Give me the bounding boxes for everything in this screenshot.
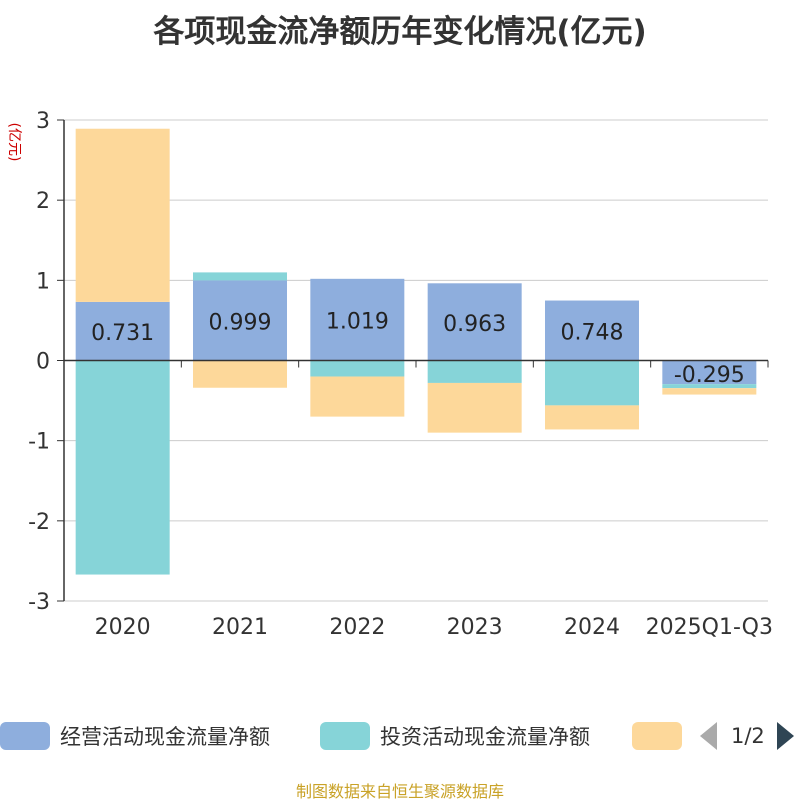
x-tick-label: 2021 bbox=[212, 615, 268, 640]
pager-next-icon[interactable] bbox=[776, 722, 794, 750]
data-label: -0.295 bbox=[674, 363, 745, 388]
bar-financing bbox=[662, 388, 757, 395]
y-axis-label: (亿元) bbox=[6, 123, 22, 162]
pager-page-indicator: 1/2 bbox=[731, 724, 765, 748]
bar-investing bbox=[427, 360, 522, 383]
data-label: 0.999 bbox=[209, 310, 272, 335]
legend-item-financing[interactable] bbox=[632, 716, 682, 756]
bar-operating bbox=[662, 360, 757, 385]
bar-financing bbox=[310, 376, 405, 417]
y-tick-label: -2 bbox=[28, 510, 50, 535]
source-note: 制图数据来自恒生聚源数据库 bbox=[295, 782, 504, 801]
pager-prev-icon[interactable] bbox=[700, 722, 717, 750]
legend-pager: 1/2 bbox=[700, 716, 794, 756]
y-tick-label: -1 bbox=[28, 430, 50, 455]
bar-operating bbox=[193, 280, 287, 361]
bar-financing bbox=[193, 360, 287, 388]
y-tick-label: 0 bbox=[36, 350, 50, 375]
y-tick-label: 1 bbox=[36, 269, 50, 294]
bar-financing bbox=[545, 405, 639, 430]
bar-operating bbox=[75, 301, 170, 361]
legend-label-investing: 投资活动现金流量净额 bbox=[380, 725, 590, 749]
legend: 经营活动现金流量净额 投资活动现金流量净额 1/2 bbox=[0, 716, 800, 756]
x-tick-label: 2020 bbox=[95, 615, 151, 640]
x-tick-label: 2023 bbox=[447, 615, 503, 640]
data-label: 1.019 bbox=[326, 310, 389, 335]
bar-operating bbox=[310, 278, 405, 361]
chart-title: 各项现金流净额历年变化情况(亿元) bbox=[153, 14, 647, 50]
bar-investing bbox=[75, 360, 170, 575]
data-label: 0.748 bbox=[561, 321, 624, 346]
legend-swatch-financing bbox=[632, 722, 682, 750]
y-tick-label: -3 bbox=[28, 590, 50, 615]
bar-financing bbox=[427, 382, 522, 433]
y-tick-label: 3 bbox=[36, 109, 50, 134]
legend-swatch-investing bbox=[320, 722, 370, 750]
legend-swatch-operating bbox=[0, 722, 50, 750]
legend-item-investing[interactable]: 投资活动现金流量净额 bbox=[320, 716, 590, 756]
bar-investing bbox=[310, 360, 405, 377]
bar-investing bbox=[662, 384, 757, 389]
data-label: 0.963 bbox=[443, 312, 506, 337]
legend-item-operating[interactable]: 经营活动现金流量净额 bbox=[0, 716, 270, 756]
x-tick-label: 2022 bbox=[329, 615, 385, 640]
bar-investing bbox=[545, 360, 639, 406]
bar-operating bbox=[545, 300, 639, 361]
data-label: 0.731 bbox=[91, 321, 154, 346]
x-tick-label: 2025Q1-Q3 bbox=[646, 615, 773, 640]
bar-financing bbox=[75, 128, 170, 302]
bar-investing bbox=[193, 272, 287, 281]
x-tick-label: 2024 bbox=[564, 615, 620, 640]
legend-label-operating: 经营活动现金流量净额 bbox=[60, 725, 270, 749]
y-tick-label: 2 bbox=[36, 189, 50, 214]
bar-operating bbox=[427, 283, 522, 361]
